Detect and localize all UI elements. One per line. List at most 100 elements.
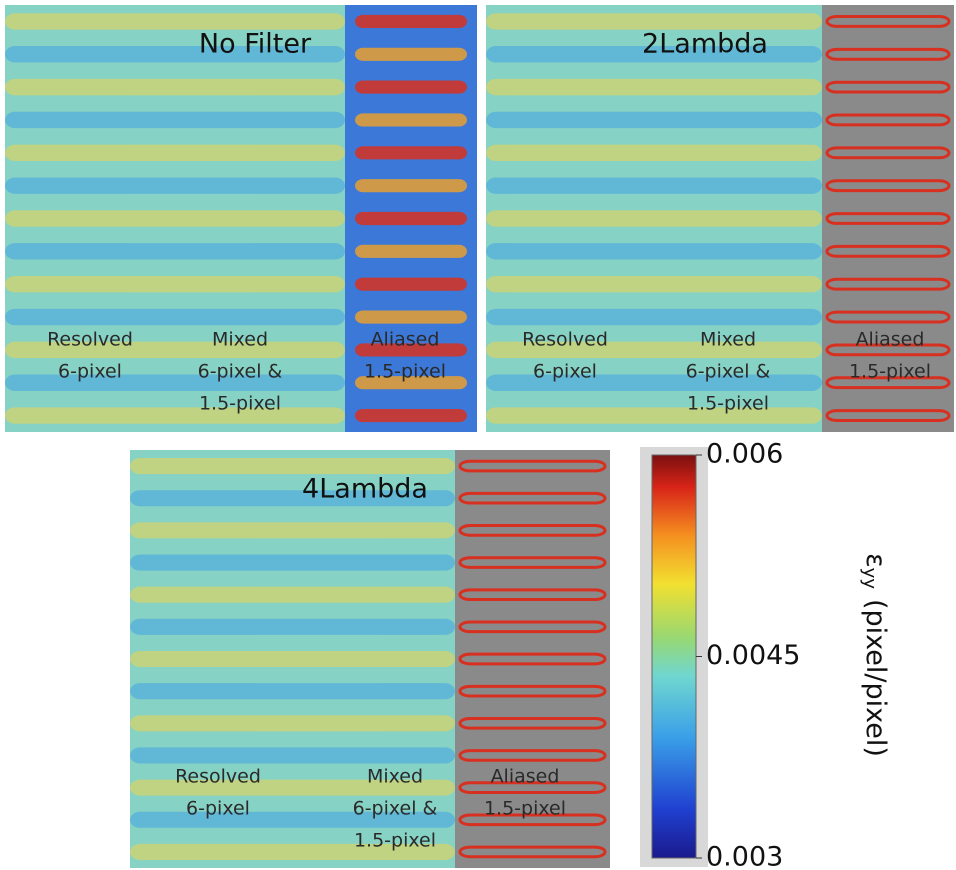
- aliased-stripe: [355, 179, 467, 193]
- aliased-stripe: [355, 409, 467, 423]
- stripe: [130, 554, 455, 571]
- aliased-region: [455, 450, 610, 868]
- region-label: 6-pixel &: [686, 361, 771, 383]
- stripe: [5, 210, 345, 227]
- unit: (pixel/pixel): [861, 599, 892, 757]
- aliased-stripe: [825, 409, 951, 423]
- region-label: Mixed: [367, 766, 423, 788]
- aliased-stripe: [458, 491, 607, 505]
- aliased-stripe: [458, 556, 607, 569]
- stripe: [486, 46, 822, 63]
- stripe: [486, 374, 822, 391]
- aliased-stripe: [355, 14, 467, 28]
- aliased-stripe: [355, 277, 467, 291]
- stripe: [486, 177, 822, 194]
- colorbar: [651, 454, 697, 859]
- stripe: [5, 275, 345, 293]
- stripe: [486, 407, 822, 424]
- region-label: 1.5-pixel: [484, 798, 566, 820]
- region-label: Resolved: [47, 329, 133, 351]
- aliased-stripe: [355, 113, 467, 127]
- region-label: Resolved: [522, 329, 608, 351]
- stripe: [5, 13, 345, 30]
- stripe: [130, 458, 455, 475]
- region-label: 1.5-pixel: [364, 361, 446, 383]
- stripe: [486, 111, 822, 129]
- aliased-stripe: [825, 212, 951, 225]
- symbol: ε: [861, 553, 892, 568]
- stripe: [5, 243, 345, 260]
- aliased-stripe: [458, 749, 607, 762]
- stripe: [5, 177, 345, 194]
- stripe: [130, 490, 455, 507]
- strain-map: [5, 5, 477, 432]
- stripe: [130, 747, 455, 764]
- tick-label: 0.003: [706, 842, 783, 870]
- stripe: [5, 407, 345, 424]
- aliased-stripe: [355, 244, 467, 258]
- aliased-stripe: [825, 179, 951, 193]
- aliased-stripe: [355, 376, 467, 390]
- region-label: 1.5-pixel: [849, 361, 931, 383]
- stripe: [5, 46, 345, 63]
- region-label: 6-pixel: [533, 361, 597, 383]
- aliased-stripe: [355, 310, 467, 324]
- aliased-stripe: [825, 113, 951, 127]
- stripe: [130, 618, 455, 635]
- stripe: [130, 586, 455, 603]
- aliased-stripe: [825, 277, 951, 291]
- aliased-stripe: [355, 47, 467, 61]
- aliased-stripe: [458, 652, 607, 666]
- aliased-stripe: [825, 146, 951, 160]
- panel-title: 2Lambda: [642, 29, 768, 60]
- aliased-stripe: [458, 781, 607, 794]
- stripe: [130, 811, 455, 828]
- aliased-stripe: [458, 524, 607, 537]
- aliased-stripe: [458, 684, 607, 698]
- aliased-stripe: [825, 80, 951, 94]
- stripe: [486, 275, 822, 293]
- aliased-stripe: [458, 845, 607, 859]
- stripe: [130, 683, 455, 700]
- stripe: [130, 522, 455, 539]
- stripe: [486, 341, 822, 359]
- strain-map: [486, 5, 954, 432]
- region-label: 6-pixel: [58, 361, 122, 383]
- panel-title: No Filter: [199, 29, 312, 60]
- aliased-stripe: [355, 146, 467, 160]
- stripe: [5, 111, 345, 129]
- stripe: [5, 308, 345, 326]
- subscript: yy: [859, 568, 880, 590]
- stripe: [130, 779, 455, 796]
- aliased-stripe: [825, 244, 951, 258]
- region-label: Aliased: [371, 329, 440, 351]
- aliased-stripe: [825, 343, 951, 357]
- stripe: [486, 13, 822, 30]
- region-label: Mixed: [700, 329, 756, 351]
- stripe: [486, 210, 822, 227]
- aliased-stripe: [355, 343, 467, 357]
- aliased-stripe: [458, 459, 607, 473]
- region-label: 6-pixel &: [353, 798, 438, 820]
- colorbar-label: εyy (pixel/pixel): [859, 553, 892, 757]
- stripe: [5, 341, 345, 359]
- tick-label: 0.0045: [706, 640, 800, 671]
- aliased-stripe: [825, 376, 951, 390]
- aliased-stripe: [825, 14, 951, 28]
- aliased-stripe: [355, 211, 467, 226]
- region-label: 6-pixel: [186, 798, 250, 820]
- stripe: [130, 715, 455, 732]
- stripe: [486, 308, 822, 326]
- region-label: 1.5-pixel: [199, 393, 281, 415]
- aliased-region: [822, 5, 954, 432]
- aliased-stripe: [355, 80, 467, 94]
- region-label: Resolved: [175, 766, 261, 788]
- tick-label: 0.006: [706, 439, 783, 470]
- stripe: [486, 243, 822, 260]
- aliased-stripe: [825, 310, 951, 324]
- aliased-stripe: [825, 47, 951, 61]
- aliased-stripe: [458, 716, 607, 730]
- region-label: Aliased: [856, 329, 925, 351]
- strain-map: [130, 450, 610, 868]
